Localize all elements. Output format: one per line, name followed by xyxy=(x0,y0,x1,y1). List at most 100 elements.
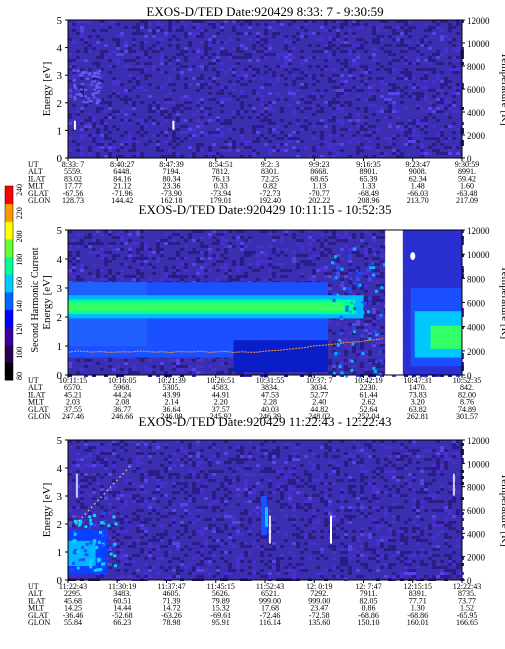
spectral-features xyxy=(72,69,175,130)
table-cell: -68.86 xyxy=(358,611,379,620)
signal-pixel xyxy=(95,92,99,95)
signal-pixel xyxy=(339,331,343,335)
signal-pixel xyxy=(88,562,92,566)
table-cell: 5559. xyxy=(64,167,82,176)
y2-tick-label: 10000 xyxy=(467,39,490,49)
table-cell: -73.94 xyxy=(210,189,231,198)
table-cell: 9:9:23 xyxy=(309,160,329,169)
right-axis: 12000 10000 8000 6000 4000 2000 0 Temperature [… xyxy=(462,226,505,381)
signal-pixel xyxy=(371,261,375,265)
table-cell: 247.46 xyxy=(62,412,84,421)
signal-pixel xyxy=(80,95,84,98)
signal-pixel xyxy=(97,72,101,75)
signal-pixel xyxy=(372,266,376,270)
signal-pixel xyxy=(103,519,107,523)
temperature-trace xyxy=(67,338,384,354)
signal-pixel xyxy=(98,530,102,534)
signal-pixel xyxy=(340,267,344,271)
signal-pixel xyxy=(85,77,89,80)
signal-pixel xyxy=(333,255,337,259)
table-cell: 1.60 xyxy=(460,182,474,191)
signal-pixel xyxy=(353,281,357,285)
trace-dot xyxy=(122,472,124,475)
y2-tick-label: 12000 xyxy=(467,226,490,236)
y2-tick-label: 0 xyxy=(467,371,472,381)
signal-pixel xyxy=(82,558,86,562)
signal-pixel xyxy=(84,525,88,529)
signal-pixel xyxy=(378,350,382,354)
table-cell: 5968. xyxy=(113,383,131,392)
table-cell: 7194. xyxy=(163,167,181,176)
signal-pixel xyxy=(93,88,97,91)
table-cell: 246.09 xyxy=(161,412,183,421)
table-cell: 144.42 xyxy=(111,196,133,205)
signal-pixel xyxy=(342,287,346,291)
trace-dot xyxy=(116,479,118,482)
signal-pixel xyxy=(93,80,97,83)
panel-1: EXOS-D/TED Date:920429 8:33: 7 - 9:30:59… xyxy=(28,4,505,205)
signal-pixel xyxy=(82,100,86,103)
trace-dot xyxy=(100,496,102,498)
signal-pixel xyxy=(113,554,117,558)
table-cell: 73.83 xyxy=(409,390,427,399)
data-gap xyxy=(385,230,403,375)
table-cell: 11:22:43 xyxy=(59,582,87,591)
signal-pixel xyxy=(377,332,381,336)
signal-pixel xyxy=(374,289,378,293)
table-cell: 6448. xyxy=(113,167,131,176)
table-cell: 66.23 xyxy=(113,618,131,627)
table-cell: 3034. xyxy=(310,383,328,392)
signal-pixel xyxy=(93,513,97,517)
signal-pixel xyxy=(79,88,83,91)
panel-title: EXOS-D/TED Date:920429 8:33: 7 - 9:30:59 xyxy=(146,4,383,19)
table-cell: 43.99 xyxy=(163,390,181,399)
table-cell: -36.46 xyxy=(63,611,84,620)
signal-pixel xyxy=(348,310,352,314)
table-cell: 128.73 xyxy=(62,196,84,205)
table-cell: 78.98 xyxy=(163,618,181,627)
signal-pixel xyxy=(113,542,117,546)
table-cell: 14.72 xyxy=(163,604,181,613)
signal-pixel xyxy=(109,552,113,556)
colorbar-swatch xyxy=(5,291,13,310)
signal-pixel xyxy=(349,277,353,281)
table-cell: 36.77 xyxy=(113,405,131,414)
table-row-label: ILAT xyxy=(28,596,45,605)
table-cell: 80.34 xyxy=(163,174,181,183)
table-cell: 248.02 xyxy=(308,412,330,421)
signal-pixel xyxy=(91,80,95,83)
colorbar-tick-label: 180 xyxy=(15,254,24,266)
table-cell: 6521. xyxy=(261,589,279,598)
signal-pixel xyxy=(73,530,77,534)
table-cell: 10:42:19 xyxy=(354,376,382,385)
signal-pixel xyxy=(82,72,86,75)
table-cell: 179.01 xyxy=(210,196,232,205)
y2-axis-label: Temperature [K] xyxy=(499,52,505,125)
signal-pixel xyxy=(368,337,372,341)
signal-pixel xyxy=(108,545,112,549)
table-cell: 17.68 xyxy=(261,604,279,613)
signal-pixel xyxy=(76,566,80,570)
table-cell: 8668. xyxy=(310,167,328,176)
table-cell: 4583. xyxy=(212,383,230,392)
panel-title: EXOS-D/TED Date:920429 11:22:43 - 12:22:… xyxy=(139,414,392,429)
signal-pixel xyxy=(102,511,106,515)
table-cell: 6570. xyxy=(64,383,82,392)
table-row-label: GLAT xyxy=(28,405,49,414)
table-cell: 12: 0:19 xyxy=(306,582,332,591)
table-cell: 246.39 xyxy=(259,412,281,421)
signal-pixel xyxy=(71,561,75,565)
table-row-label: GLON xyxy=(28,196,50,205)
y2-tick-label: 6000 xyxy=(467,299,486,309)
signal-pixel xyxy=(89,522,93,526)
signal-pixel xyxy=(83,95,87,98)
trace-dot xyxy=(112,482,115,485)
table-cell: 45.68 xyxy=(64,596,82,605)
signal-pixel xyxy=(358,283,362,287)
signal-pixel xyxy=(75,520,79,524)
table-cell: 7292. xyxy=(310,589,328,598)
right-axis: 12000 10000 8000 6000 4000 2000 0 Temperature [… xyxy=(462,16,505,164)
table-row-label: UT xyxy=(28,160,39,169)
table-cell: 9:30:59 xyxy=(455,160,479,169)
